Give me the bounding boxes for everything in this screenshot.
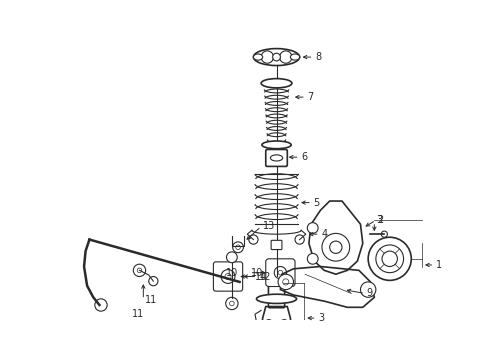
FancyBboxPatch shape bbox=[266, 259, 295, 287]
Circle shape bbox=[330, 241, 342, 253]
Text: 7: 7 bbox=[307, 92, 314, 102]
Circle shape bbox=[274, 266, 287, 279]
FancyBboxPatch shape bbox=[214, 262, 243, 291]
Ellipse shape bbox=[291, 54, 300, 60]
Text: 11: 11 bbox=[145, 294, 157, 305]
Ellipse shape bbox=[257, 294, 296, 303]
Text: 10: 10 bbox=[251, 267, 264, 278]
Text: 10: 10 bbox=[226, 267, 238, 278]
Circle shape bbox=[225, 274, 231, 280]
Circle shape bbox=[229, 301, 234, 306]
FancyBboxPatch shape bbox=[269, 275, 285, 308]
Circle shape bbox=[382, 251, 397, 266]
Text: 12: 12 bbox=[259, 271, 271, 282]
Text: 6: 6 bbox=[301, 152, 307, 162]
Circle shape bbox=[376, 245, 404, 273]
Circle shape bbox=[307, 222, 318, 233]
FancyBboxPatch shape bbox=[271, 240, 282, 249]
Text: 3: 3 bbox=[376, 215, 382, 225]
FancyBboxPatch shape bbox=[266, 149, 287, 166]
Text: 3: 3 bbox=[318, 313, 324, 323]
Text: 5: 5 bbox=[314, 198, 320, 208]
Ellipse shape bbox=[261, 78, 292, 88]
Circle shape bbox=[261, 51, 273, 63]
Circle shape bbox=[226, 252, 237, 263]
Circle shape bbox=[137, 268, 142, 273]
Circle shape bbox=[278, 270, 283, 275]
Circle shape bbox=[283, 279, 289, 285]
Text: 4: 4 bbox=[321, 229, 327, 239]
Circle shape bbox=[133, 264, 146, 276]
Text: 8: 8 bbox=[315, 52, 321, 62]
Circle shape bbox=[95, 299, 107, 311]
Circle shape bbox=[295, 235, 304, 244]
Circle shape bbox=[272, 53, 280, 61]
Text: 13: 13 bbox=[263, 221, 275, 231]
Circle shape bbox=[226, 297, 238, 310]
Text: 9: 9 bbox=[367, 288, 373, 298]
Text: 2: 2 bbox=[377, 215, 384, 225]
Circle shape bbox=[249, 235, 258, 244]
Circle shape bbox=[265, 320, 273, 327]
Text: 14: 14 bbox=[255, 271, 267, 282]
Circle shape bbox=[149, 276, 158, 286]
Circle shape bbox=[307, 253, 318, 264]
Circle shape bbox=[280, 51, 292, 63]
Circle shape bbox=[368, 237, 411, 280]
Ellipse shape bbox=[262, 141, 291, 149]
Circle shape bbox=[381, 231, 388, 237]
Circle shape bbox=[280, 320, 288, 327]
Ellipse shape bbox=[253, 54, 263, 60]
Text: 1: 1 bbox=[436, 260, 442, 270]
Circle shape bbox=[233, 242, 244, 253]
Circle shape bbox=[361, 282, 376, 297]
Circle shape bbox=[278, 274, 294, 289]
Ellipse shape bbox=[270, 155, 283, 161]
Text: 11: 11 bbox=[132, 309, 144, 319]
Circle shape bbox=[221, 270, 235, 283]
Ellipse shape bbox=[253, 49, 300, 66]
Circle shape bbox=[236, 245, 240, 249]
Circle shape bbox=[322, 233, 350, 261]
